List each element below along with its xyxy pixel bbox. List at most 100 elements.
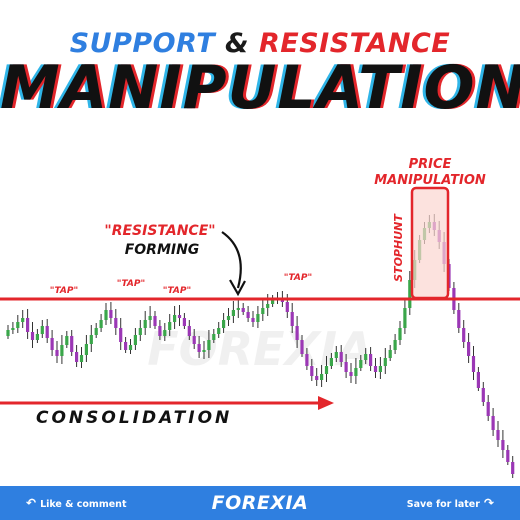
candle-body	[6, 330, 10, 336]
candle	[128, 339, 133, 354]
candle-body	[84, 344, 88, 355]
candle-body	[471, 356, 476, 372]
candle	[373, 358, 378, 378]
candle	[359, 355, 363, 371]
candle-body	[124, 342, 128, 350]
candle	[231, 301, 235, 323]
candle-body	[133, 335, 137, 345]
candle	[50, 330, 54, 356]
candle	[202, 341, 206, 359]
candle	[324, 356, 329, 382]
candle	[192, 329, 196, 349]
candle	[94, 323, 98, 338]
candle-body	[364, 354, 368, 360]
footer-bar: ↶ Like & comment FOREXIA Save for later ↷	[0, 486, 520, 520]
candle-body	[148, 316, 152, 320]
candle	[35, 329, 39, 343]
candle	[6, 325, 10, 339]
candle-body	[99, 320, 103, 328]
candle	[481, 382, 485, 406]
candle	[30, 322, 35, 348]
candle-body	[251, 318, 255, 322]
candle-body	[408, 280, 412, 308]
candle	[383, 348, 387, 374]
manipulation-label: MANIPULATION	[374, 173, 486, 188]
candle-body	[403, 308, 407, 328]
candle-body	[349, 372, 353, 376]
tap-label: "TAP"	[50, 286, 78, 296]
candle-body	[192, 336, 196, 344]
forming-arrow-head	[229, 279, 246, 297]
candle	[349, 363, 353, 383]
candle	[226, 308, 231, 326]
candle-body	[383, 358, 387, 366]
candle	[251, 311, 255, 327]
consolidation-label: CONSOLIDATION	[36, 408, 232, 428]
candle	[300, 335, 304, 357]
candle-body	[143, 320, 147, 328]
forming-arrow-icon	[221, 231, 242, 289]
candle-body	[315, 376, 319, 380]
candle-body	[79, 355, 84, 362]
candle	[344, 354, 348, 378]
candle-body	[310, 366, 314, 376]
title-resistance: RESISTANCE	[259, 28, 451, 59]
candle	[295, 316, 299, 348]
brand-logo: FOREXIA	[211, 492, 309, 514]
candle	[197, 336, 201, 358]
candle	[246, 306, 250, 322]
candle	[320, 365, 324, 387]
title: SUPPORT & RESISTANCE	[0, 28, 520, 59]
candle	[89, 325, 93, 352]
candle	[393, 334, 397, 354]
candle	[217, 322, 221, 338]
candle	[11, 322, 15, 334]
watermark: FOREXIA	[147, 322, 373, 376]
candle-body	[114, 318, 118, 328]
candle-body	[55, 350, 59, 356]
candle	[124, 337, 128, 353]
candle-body	[506, 450, 510, 462]
candle-body	[481, 388, 485, 402]
like-comment[interactable]: ↶ Like & comment	[22, 496, 126, 510]
candle	[364, 348, 368, 364]
candle	[408, 271, 412, 315]
candle-body	[21, 318, 25, 322]
candle-body	[354, 368, 358, 376]
candle-body	[26, 318, 30, 332]
candle	[506, 445, 510, 465]
candle-body	[295, 326, 299, 340]
candle	[369, 347, 373, 371]
candle	[310, 359, 314, 381]
candle	[75, 345, 79, 367]
candle	[462, 320, 466, 348]
candle-body	[246, 312, 250, 318]
candle-body	[320, 374, 324, 380]
candle	[173, 306, 177, 329]
candle	[182, 313, 186, 329]
candle	[177, 305, 182, 326]
candle-body	[153, 316, 157, 326]
candle	[114, 309, 118, 335]
candle	[16, 315, 20, 333]
candle	[236, 298, 240, 318]
candle-body	[222, 320, 226, 328]
candle	[471, 346, 476, 380]
candle	[339, 345, 343, 367]
candle	[491, 408, 495, 436]
candle-body	[138, 328, 142, 335]
candle-body	[202, 350, 206, 352]
consolidation-arrow-head	[318, 396, 334, 410]
candle-body	[187, 326, 191, 336]
candle	[104, 303, 108, 325]
candle-body	[271, 300, 275, 304]
candle	[143, 311, 147, 335]
candle	[148, 306, 152, 328]
manipulation-box	[410, 186, 450, 300]
candle-body	[182, 318, 186, 326]
save-later[interactable]: Save for later ↷	[407, 496, 498, 510]
candle-body	[467, 342, 471, 356]
candle-body	[496, 430, 500, 440]
candle	[163, 323, 167, 341]
candle-body	[177, 315, 182, 318]
